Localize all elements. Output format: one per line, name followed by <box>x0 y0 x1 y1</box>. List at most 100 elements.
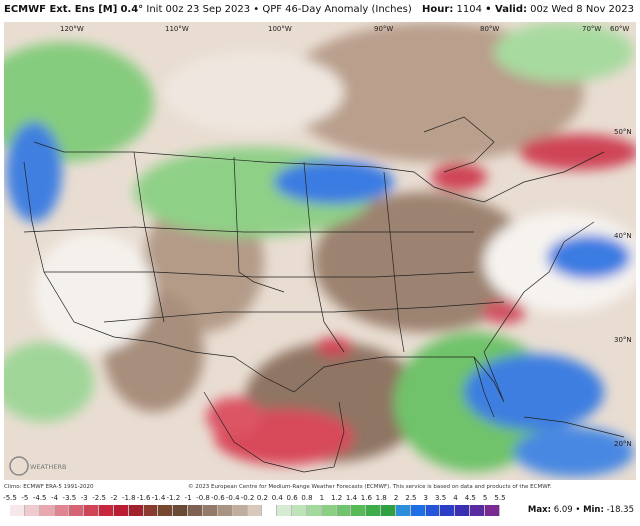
colorbar-swatch <box>262 505 278 516</box>
colorbar-swatch <box>425 505 441 516</box>
colorbar-swatch <box>366 505 382 516</box>
colorbar-swatch <box>69 505 85 516</box>
colorbar-swatch <box>84 505 100 516</box>
colorbar-swatch <box>470 505 485 516</box>
colorbar-label: 1.4 <box>345 494 358 502</box>
colorbar-label: -4 <box>51 494 59 502</box>
colorbar-swatch <box>10 505 25 516</box>
colorbar-label: -4.5 <box>32 494 47 502</box>
product-name: QPF 46-Day Anomaly (Inches) <box>262 4 412 15</box>
colorbar-label: -0.8 <box>196 494 210 502</box>
colorbar-label: -1.4 <box>151 494 166 502</box>
colorbar-swatch <box>485 505 500 516</box>
colorbar-swatch <box>455 505 471 516</box>
max-label: Max: <box>527 505 551 515</box>
colorbar-label: -0.4 <box>225 494 240 502</box>
climo-note: Climo: ECMWF ERA-5 1991-2020 <box>4 484 94 490</box>
lon-label-110w: 110°W <box>165 25 189 33</box>
colorbar-label: 5.5 <box>494 494 506 502</box>
copyright-note: © 2023 European Centre for Medium-Range … <box>188 484 552 490</box>
colorbar-swatch <box>306 505 322 516</box>
hour-label: Hour: <box>422 4 454 15</box>
colorbar-swatch <box>292 505 307 516</box>
colorbar-label: -1.2 <box>166 494 181 502</box>
colorbar-label: 1.2 <box>331 494 343 502</box>
header-valid: Hour: 1104 • Valid: 00z Wed 8 Nov 2023 <box>422 4 634 15</box>
lon-label-120w: 120°W <box>60 25 84 33</box>
colorbar-label: 0.2 <box>256 494 268 502</box>
colorbar-label: -3.5 <box>62 494 77 502</box>
map-canvas: 120°W 110°W 100°W 90°W 80°W 70°W 60°W 50… <box>4 22 636 480</box>
colorbar-label: 3 <box>423 494 428 502</box>
colorbar-swatch <box>188 505 203 516</box>
colorbar-swatch <box>395 505 411 516</box>
colorbar-label: 1.8 <box>375 494 387 502</box>
anomaly-field <box>4 22 636 477</box>
colorbar-swatch <box>232 505 248 516</box>
colorbar-swatch <box>99 505 114 516</box>
colorbar-swatch <box>39 505 55 516</box>
colorbar-label: 5 <box>482 494 488 502</box>
colorbar-swatches <box>10 505 500 516</box>
init-time: Init 00z 23 Sep 2023 <box>146 4 251 15</box>
colorbar-swatch <box>143 505 159 516</box>
colorbar-label: -1.6 <box>136 494 151 502</box>
header-title: ECMWF Ext. Ens [M] 0.4° Init 00z 23 Sep … <box>4 4 412 15</box>
colorbar-label: -3 <box>80 494 88 502</box>
colorbar-legend: -5.5 -5 -4.5 -4 -3.5 -3 -2.5 -2 -1.8 -1.6 -1.4 -1.2… <box>3 494 506 524</box>
separator-dot: • <box>253 4 263 15</box>
colorbar-label: -2.5 <box>92 494 106 502</box>
max-value: 6.09 <box>553 505 573 515</box>
colorbar-label: 4 <box>453 494 458 502</box>
max-min-stats: Max: 6.09 • Min: -18.35 <box>528 505 634 515</box>
colorbar-label: 2.5 <box>405 494 417 502</box>
model-resolution: 0.4° <box>120 4 144 15</box>
lon-label-100w: 100°W <box>268 25 292 33</box>
colorbar-label: -5.5 <box>3 494 17 502</box>
weatherbell-logo: WEATHERBELL <box>8 455 78 477</box>
colorbar-label: 3.5 <box>435 494 447 502</box>
colorbar-label: 2 <box>393 494 399 502</box>
lat-label-50n: 50°N <box>614 128 632 136</box>
header-bar: ECMWF Ext. Ens [M] 0.4° Init 00z 23 Sep … <box>0 0 640 22</box>
colorbar-swatch <box>410 505 426 516</box>
colorbar-swatch <box>217 505 233 516</box>
colorbar-swatch <box>351 505 367 516</box>
lat-label-20n: 20°N <box>614 440 632 448</box>
min-value: -18.35 <box>606 505 634 515</box>
borders-layer <box>23 116 625 473</box>
lat-label-30n: 30°N <box>614 336 632 344</box>
colorbar-label: 0.8 <box>301 494 313 502</box>
colorbar-label: -5 <box>21 494 29 502</box>
colorbar-label: 0.4 <box>271 494 283 502</box>
separator-dot: • <box>485 4 496 15</box>
colorbar-swatch <box>277 505 293 516</box>
colorbar-swatch <box>247 505 263 516</box>
stats-separator: • <box>575 505 584 515</box>
colorbar-label: -0.6 <box>211 494 225 502</box>
colorbar-swatch <box>128 505 144 516</box>
lat-label-40n: 40°N <box>614 232 632 240</box>
hour-value: 1104 <box>456 4 482 15</box>
colorbar-swatch <box>202 505 218 516</box>
colorbar-label: -1.8 <box>121 494 136 502</box>
colorbar-swatch <box>321 505 337 516</box>
colorbar-swatch <box>113 505 129 516</box>
colorbar-label: 4.5 <box>464 494 476 502</box>
colorbar-swatch <box>173 505 189 516</box>
lon-label-90w: 90°W <box>374 25 393 33</box>
model-name: ECMWF Ext. Ens [M] <box>4 4 118 15</box>
colorbar-label: -1 <box>184 494 192 502</box>
colorbar-label: -0.2 <box>240 494 255 502</box>
colorbar-label: 1 <box>319 494 325 502</box>
credit-line: Climo: ECMWF ERA-5 1991-2020 © 2023 Euro… <box>0 482 640 493</box>
logo-text: WEATHERBELL <box>30 463 66 471</box>
colorbar-labels: -5.5 -5 -4.5 -4 -3.5 -3 -2.5 -2 -1.8 -1.6 -1.4 -1.2… <box>3 494 505 504</box>
lon-label-80w: 80°W <box>480 25 499 33</box>
lon-label-60w: 60°W <box>610 25 629 33</box>
colorbar-label: 0.6 <box>286 494 298 502</box>
lon-label-70w: 70°W <box>582 25 601 33</box>
valid-value: 00z Wed 8 Nov 2023 <box>530 4 634 15</box>
anomaly-map: 120°W 110°W 100°W 90°W 80°W 70°W 60°W 50… <box>4 22 636 480</box>
colorbar-swatch <box>381 505 396 516</box>
